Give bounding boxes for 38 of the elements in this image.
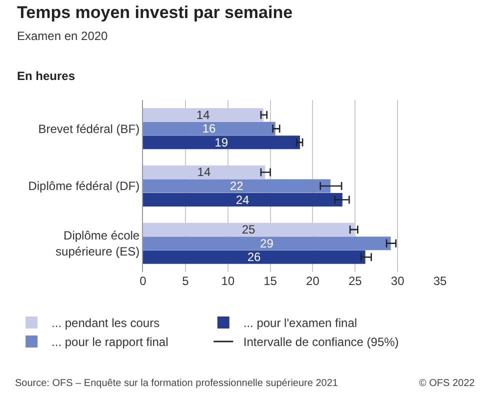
data-label: 25 [242,222,256,237]
bar [143,250,366,264]
bar [143,166,266,179]
x-tick-label: 25 [348,274,362,288]
x-tick-label: 5 [182,274,190,288]
x-tick-label: 35 [433,274,447,288]
data-label: 24 [236,192,250,207]
x-axis-title: En heures [17,69,76,83]
y-tick-label: Diplôme fédéral (DF) [28,179,140,194]
text: © OFS 2022 [419,378,476,389]
legend-label: ... pour le rapport final [52,335,168,350]
x-tick-label: 15 [264,274,278,288]
x-tick-label: 20 [306,274,320,288]
legend-label: ... pour l'examen final [243,316,358,330]
chart-title: Temps moyen investi par semaine [17,3,293,22]
x-tick-label: 0 [140,274,147,288]
source-note: Source: OFS – Enquête sur la formation professionnelle supérieure 2021 [15,378,338,389]
x-tick-label: 30 [390,274,405,288]
data-label: 14 [197,165,211,180]
bar [143,193,342,206]
bar [143,136,300,150]
bar [143,122,276,136]
bar [143,236,391,250]
data-label: 22 [230,179,244,193]
y-tick-label: Diplôme école supérieure (ES) [56,228,140,258]
bar [143,179,331,193]
data-label: 26 [247,250,261,264]
bar [143,108,264,122]
legend-label: ... pendant les cours [52,316,160,330]
chart-subtitle: Examen en 2020 [17,29,108,43]
data-label: 14 [196,108,210,122]
data-label: 29 [260,236,274,250]
data-label: 19 [214,135,228,150]
x-tick-label: 10 [221,274,235,288]
data-label: 16 [202,122,216,136]
bar [143,222,354,236]
y-tick-label: Brevet fédéral (BF) [38,122,140,136]
text: Intervalle de confiance (95%) [243,335,399,350]
